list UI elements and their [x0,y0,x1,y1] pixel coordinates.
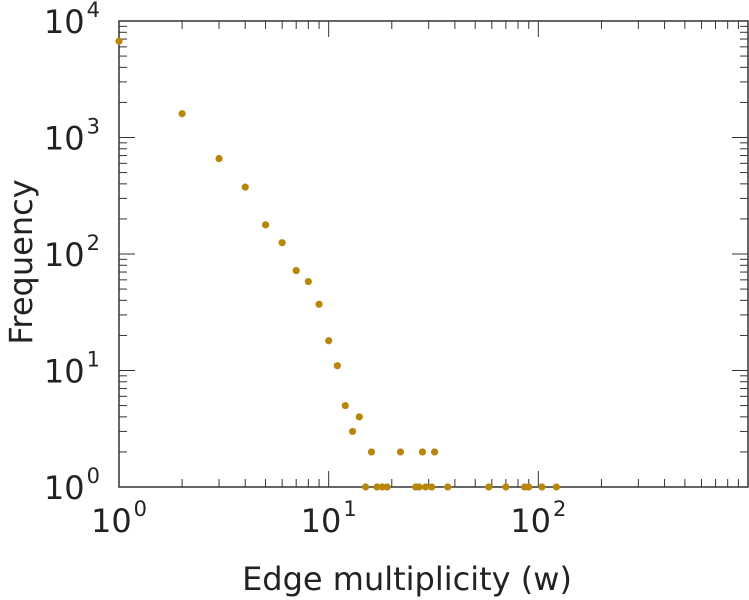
x-tick-base: 10 [91,502,132,540]
y-tick-base: 10 [44,3,85,41]
minor-ticks [119,21,748,487]
data-point [415,483,423,491]
major-ticks [118,21,748,488]
data-point [241,183,249,191]
data-point [430,448,439,456]
data-point [502,483,510,491]
data-points [115,37,561,491]
data-point [215,154,223,163]
y-tick-base: 10 [44,120,85,158]
plot-area-border [118,20,749,488]
y-tick-exponent: 4 [87,0,100,22]
data-point [525,483,533,491]
data-point [538,483,546,491]
y-tick-label: 101 [44,348,100,391]
data-point [341,401,349,410]
x-tick-label: 100 [91,497,147,540]
data-point [292,267,300,275]
x-tick-base: 10 [301,502,342,540]
data-point [278,239,286,247]
x-tick-base: 10 [510,502,551,540]
data-point [485,483,493,491]
data-point [315,300,323,308]
x-tick-exponent: 2 [553,497,566,521]
data-point [422,483,430,491]
data-point [383,483,391,491]
data-point [361,483,370,491]
x-tick-exponent: 1 [343,497,356,521]
data-point [325,337,333,345]
data-point [428,483,436,491]
y-tick-label: 102 [44,231,100,274]
y-tick-label: 104 [44,0,100,41]
x-tick-labels: 100 101 102 [91,497,566,540]
x-tick-label: 101 [301,497,357,540]
y-tick-exponent: 0 [87,464,100,488]
data-point [355,413,363,421]
data-point [552,483,561,491]
x-tick-exponent: 0 [134,497,147,521]
y-tick-exponent: 1 [87,348,100,372]
data-point [444,483,452,491]
data-point [348,427,357,436]
data-point [396,448,405,456]
y-tick-exponent: 3 [87,115,100,139]
data-point [333,362,341,370]
y-axis-label: Frequency [2,179,40,344]
y-tick-exponent: 2 [87,231,100,255]
x-axis-label: Edge multiplicity (w) [242,560,572,598]
data-point [418,448,427,456]
data-point [378,483,386,491]
y-tick-base: 10 [44,236,85,274]
data-point [115,37,123,45]
data-point [367,448,376,456]
y-tick-base: 10 [44,469,85,507]
data-point [178,110,186,118]
data-point [261,221,270,229]
y-tick-label: 100 [44,464,100,507]
data-point [373,483,381,491]
y-tick-base: 10 [44,353,85,391]
plot-frame [118,20,749,488]
data-point [304,277,312,286]
x-tick-label: 102 [510,497,566,540]
y-tick-label: 103 [44,115,100,158]
